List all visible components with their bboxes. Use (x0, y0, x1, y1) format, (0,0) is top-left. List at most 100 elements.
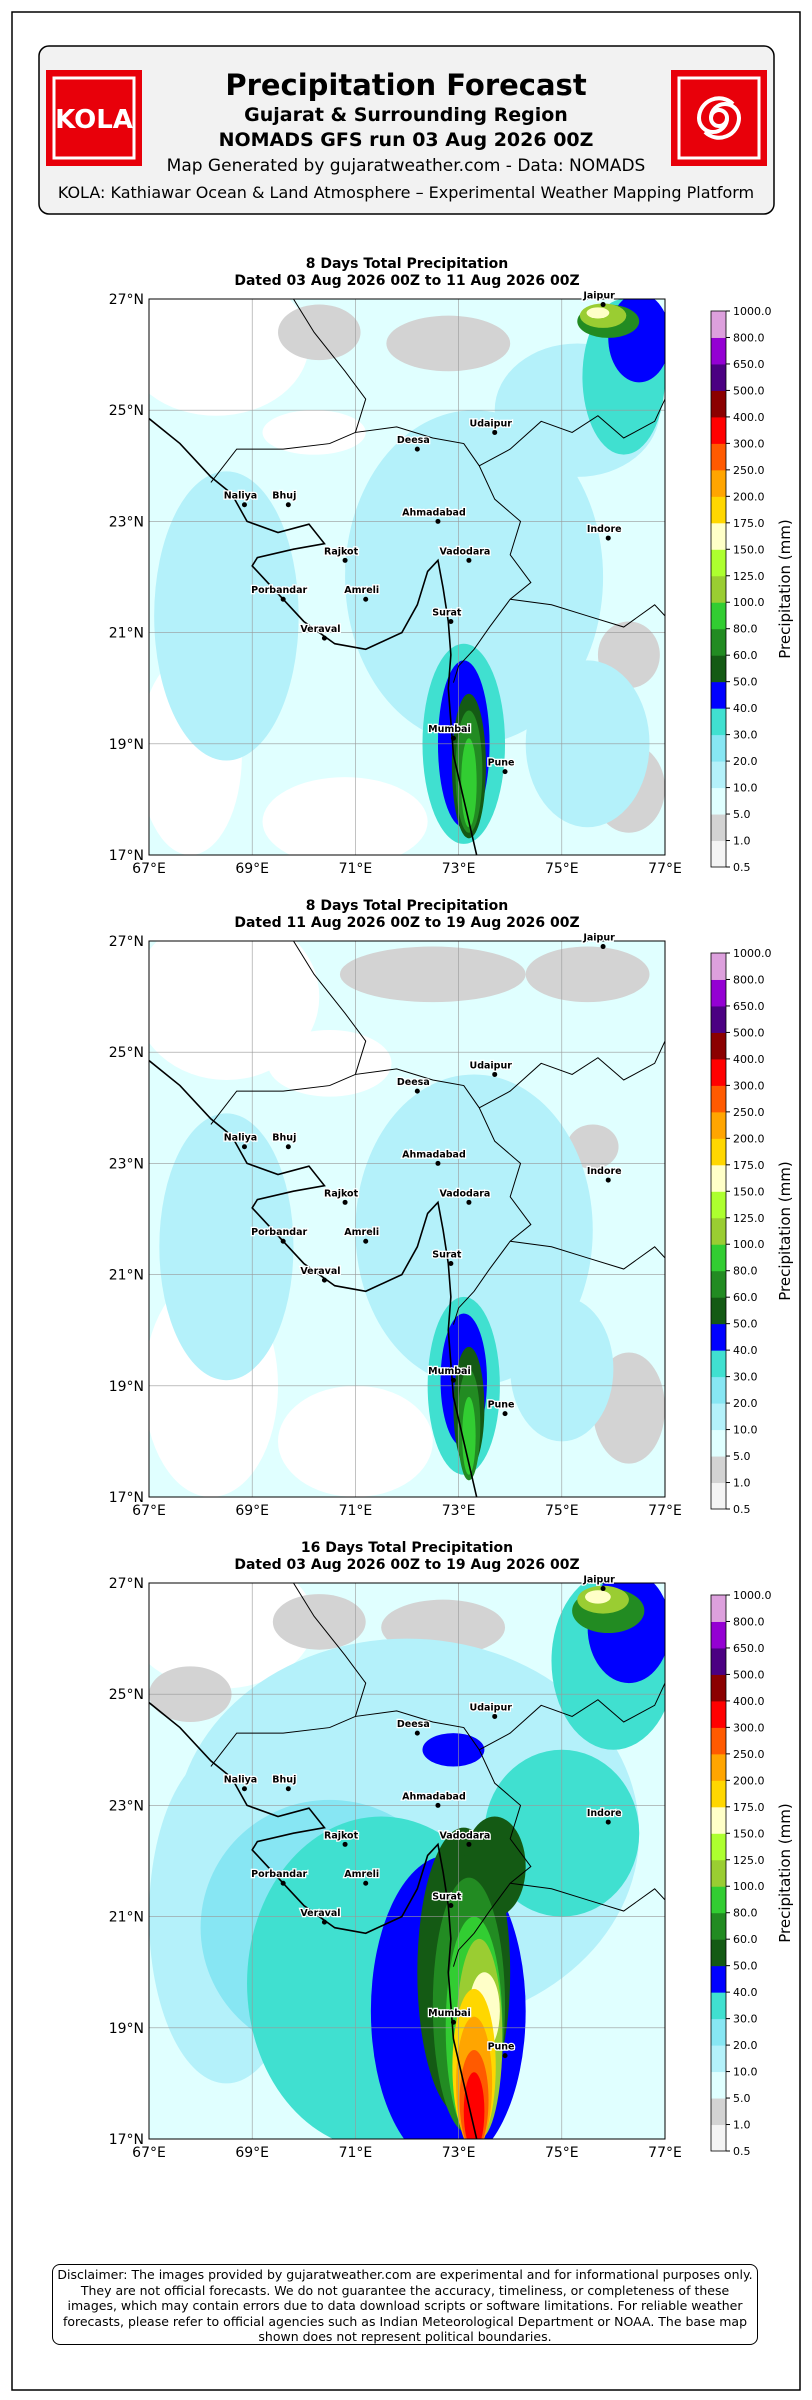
lon-label: 73°E (442, 2145, 476, 2161)
colorbar-cell (711, 390, 726, 418)
colorbar-tick-label: 500.0 (733, 1668, 765, 1681)
colorbar-tick-label: 500.0 (733, 384, 765, 397)
city-label: Veraval (300, 1266, 340, 1277)
boundary (510, 598, 665, 628)
city-label: Indore (587, 1166, 622, 1177)
precip-area (386, 315, 511, 372)
colorbar-cell (711, 1350, 726, 1378)
city-dot (280, 596, 286, 602)
colorbar-tick-label: 0.5 (733, 2145, 751, 2158)
colorbar-cell (711, 1482, 726, 1510)
lat-label: 19°N (109, 737, 144, 753)
map-title: 8 Days Total Precipitation (306, 256, 509, 272)
colorbar-cell (711, 787, 726, 815)
city-dot (321, 1919, 327, 1925)
precip-area (422, 1733, 485, 1767)
colorbar-tick-label: 1.0 (733, 2119, 751, 2132)
colorbar-cell (711, 1595, 726, 1622)
lat-label: 21°N (109, 1268, 144, 1284)
colorbar-tick-label: 0.5 (733, 1503, 751, 1516)
colorbar-cell (711, 840, 726, 868)
boundary (479, 1040, 665, 1109)
colorbar-cell (711, 1621, 726, 1649)
colorbar-tick-label: 250.0 (733, 464, 765, 477)
colorbar-tick-label: 1000.0 (733, 1589, 772, 1602)
colorbar-cell (711, 1085, 726, 1113)
colorbar-cell (711, 363, 726, 391)
precip-area (345, 410, 604, 744)
colorbar-tick-label: 300.0 (733, 437, 765, 450)
colorbar-tick-label: 30.0 (733, 1371, 758, 1384)
city-label: Jaipur (582, 291, 615, 302)
precip-area (278, 304, 361, 361)
colorbar-tick-label: 125.0 (733, 570, 765, 583)
colorbar-tick-label: 500.0 (733, 1026, 765, 1039)
colorbar-cell (711, 734, 726, 762)
colorbar-cell (711, 602, 726, 630)
city-label: Bhuj (272, 1775, 296, 1786)
lon-label: 69°E (235, 1503, 269, 1519)
city-dot (435, 1802, 441, 1808)
lon-label: 71°E (339, 1503, 373, 1519)
city-label: Naliya (224, 1133, 257, 1144)
colorbar-cell (711, 655, 726, 683)
city-label: Surat (432, 1891, 462, 1902)
colorbar-frame (710, 952, 727, 1510)
colorbar-cell (711, 1674, 726, 1702)
city-label: Deesa (397, 1077, 430, 1088)
colorbar-cell (711, 416, 726, 444)
city-label: Vadodara (439, 546, 490, 557)
city-label: Naliya (224, 1775, 257, 1786)
map-frame (148, 298, 666, 856)
city-label: Veraval (300, 624, 340, 635)
lat-label: 21°N (109, 626, 144, 642)
city-dot (285, 1144, 291, 1150)
precip-area (566, 1124, 619, 1169)
city-label: Amreli (344, 1227, 379, 1238)
city-dot (342, 1841, 348, 1847)
colorbar-cell (711, 2098, 726, 2126)
lon-label: 67°E (132, 2145, 166, 2161)
city-dot (285, 502, 291, 508)
colorbar-tick-label: 650.0 (733, 358, 765, 371)
colorbar-tick-label: 60.0 (733, 1291, 758, 1304)
lat-label: 27°N (109, 934, 144, 950)
city-dot (280, 1880, 286, 1886)
lat-label: 19°N (109, 1379, 144, 1395)
colorbar-tick-label: 125.0 (733, 1854, 765, 1867)
colorbar-cell (711, 469, 726, 497)
city-label: Surat (432, 1249, 462, 1260)
colorbar-cell (711, 1403, 726, 1431)
colorbar-cell (711, 1806, 726, 1834)
logo-left (46, 70, 142, 166)
colorbar-tick-label: 50.0 (733, 676, 758, 689)
lat-label: 17°N (109, 848, 144, 864)
precip-area (355, 1074, 593, 1386)
colorbar-tick-label: 200.0 (733, 1132, 765, 1145)
colorbar-cell (711, 628, 726, 656)
colorbar-cell (711, 1244, 726, 1272)
precip-area (462, 1396, 476, 1475)
city-dot (241, 502, 247, 508)
colorbar-cell (711, 1753, 726, 1781)
colorbar-cell (711, 2071, 726, 2099)
colorbar-cell (711, 2045, 726, 2073)
colorbar-cell (711, 1939, 726, 1967)
city-label: Surat (432, 607, 462, 618)
city-dot (321, 635, 327, 641)
colorbar-cell (711, 1032, 726, 1060)
city-label: Amreli (344, 1869, 379, 1880)
city-dot (241, 1786, 247, 1792)
colorbar-tick-label: 800.0 (733, 331, 765, 344)
city-label: Rajkot (324, 1188, 359, 1199)
header-credit: Map Generated by gujaratweather.com - Da… (167, 156, 646, 176)
precip-area (149, 941, 320, 1080)
colorbar-tick-label: 400.0 (733, 411, 765, 424)
precip-area (339, 946, 526, 1003)
map-dates: Dated 03 Aug 2026 00Z to 19 Aug 2026 00Z (234, 1557, 579, 1573)
city-label: Bhuj (272, 491, 296, 502)
city-dot (502, 1411, 508, 1417)
city-label: Jaipur (582, 1575, 615, 1586)
city-label: Deesa (397, 435, 430, 446)
colorbar-cell (711, 1111, 726, 1139)
